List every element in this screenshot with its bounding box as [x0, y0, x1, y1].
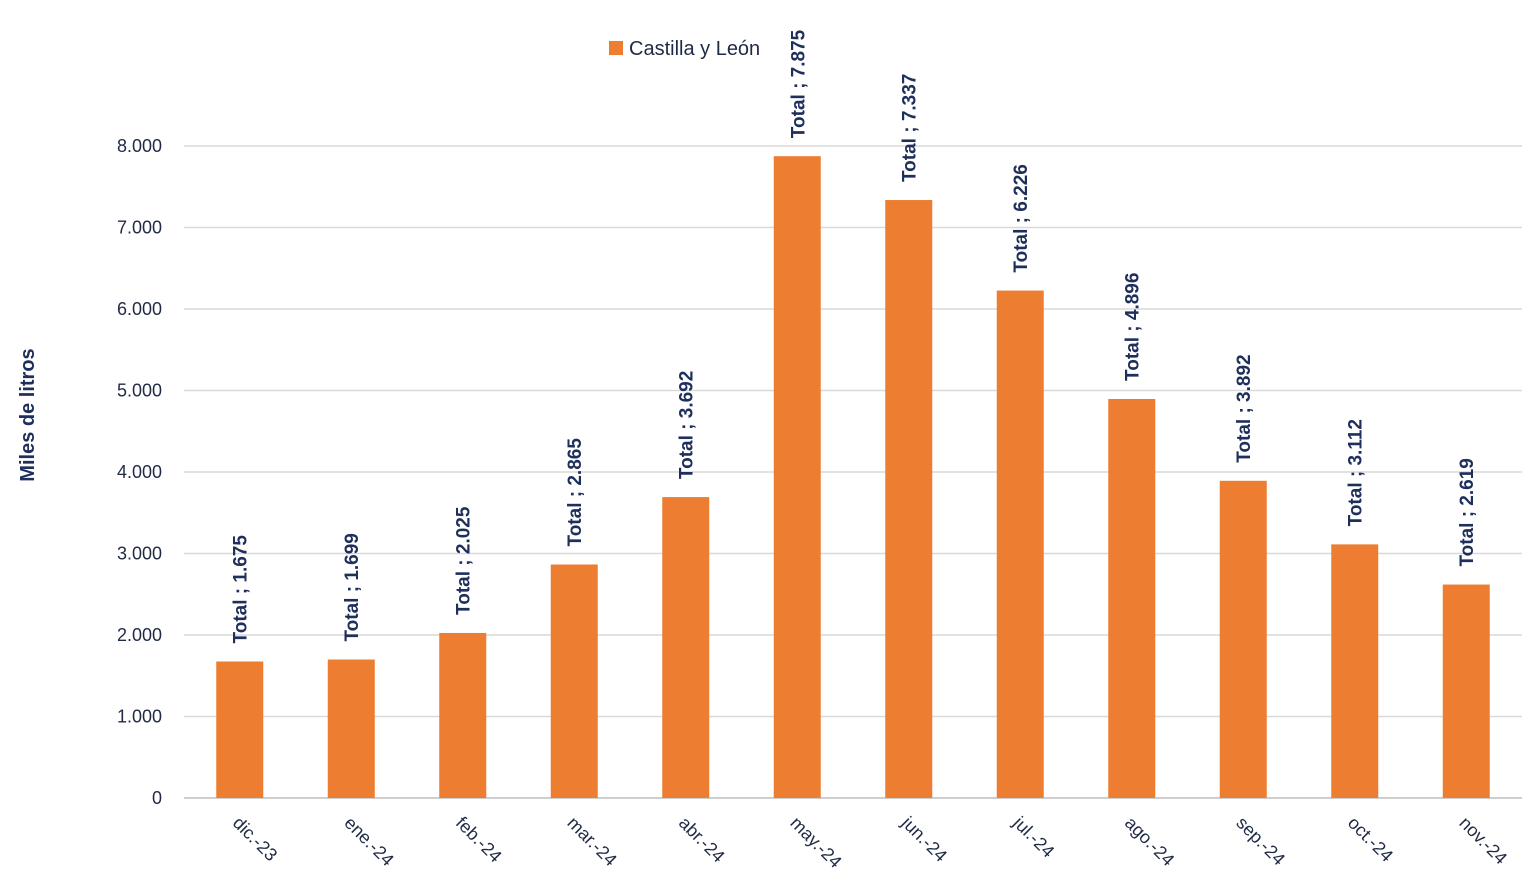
bar [996, 290, 1044, 798]
bars [216, 156, 1490, 799]
bar [773, 156, 821, 798]
bar [885, 200, 933, 799]
legend: Castilla y León [609, 38, 760, 60]
data-label: Total ; 2.619 [1457, 458, 1478, 566]
x-tick-label: mar.-24 [563, 813, 620, 870]
y-tick-label: 8.000 [117, 136, 162, 156]
legend-swatch [609, 41, 623, 55]
bar [662, 497, 710, 798]
data-labels: Total ; 1.675 Total ; 1.699 Total ; 2.025 T… [231, 29, 1479, 643]
data-label: Total ; 3.892 [1234, 354, 1255, 462]
data-label: Total ; 3.112 [1346, 419, 1367, 526]
y-tick-label: 2.000 [117, 625, 162, 645]
gridlines [184, 145, 1522, 799]
bar [550, 564, 598, 798]
data-label: Total ; 3.692 [677, 371, 698, 479]
y-tick-label: 5.000 [117, 381, 162, 401]
x-tick-label: ago.-24 [1121, 813, 1178, 870]
y-tick-label: 6.000 [117, 299, 162, 319]
x-tick-label: abr.-24 [675, 813, 729, 867]
bar [1219, 480, 1267, 798]
y-tick-label: 4.000 [117, 462, 162, 482]
x-tick-label: dic.-23 [229, 813, 281, 865]
x-tick-label: sep.-24 [1232, 813, 1289, 870]
data-label: Total ; 7.337 [900, 74, 921, 182]
y-tick-label: 0 [152, 788, 162, 808]
y-axis-title: Miles de litros [17, 348, 39, 481]
x-tick-label: feb.-24 [452, 813, 506, 867]
data-label: Total ; 4.896 [1123, 273, 1144, 381]
bar [1108, 398, 1156, 798]
y-axis-ticks: 0 1.000 2.000 3.000 4.000 5.000 6.000 7.000 8.00… [117, 136, 162, 808]
x-tick-label: jul.-24 [1009, 812, 1059, 862]
bar [1331, 544, 1379, 798]
bar [327, 659, 375, 798]
bar [216, 661, 264, 798]
x-axis-ticks: dic.-23 ene.-24 feb.-24 mar.-24 abr.-24 may.-… [229, 812, 1511, 872]
y-tick-label: 1.000 [117, 707, 162, 727]
x-tick-label: oct.-24 [1344, 813, 1397, 866]
x-tick-label: may.-24 [786, 813, 845, 872]
data-label: Total ; 7.875 [788, 29, 809, 138]
data-label: Total ; 1.699 [342, 533, 363, 641]
data-label: Total ; 2.025 [454, 506, 475, 615]
data-label: Total ; 2.865 [565, 438, 586, 547]
x-tick-label: jun.-24 [897, 812, 951, 866]
x-tick-label: ene.-24 [340, 813, 397, 870]
x-tick-label: nov.-24 [1455, 813, 1511, 869]
legend-label: Castilla y León [629, 38, 760, 60]
bar [1442, 584, 1490, 798]
data-label: Total ; 6.226 [1011, 164, 1032, 272]
data-label: Total ; 1.675 [231, 535, 252, 644]
y-tick-label: 7.000 [117, 218, 162, 238]
y-tick-label: 3.000 [117, 544, 162, 564]
bar [439, 632, 487, 798]
